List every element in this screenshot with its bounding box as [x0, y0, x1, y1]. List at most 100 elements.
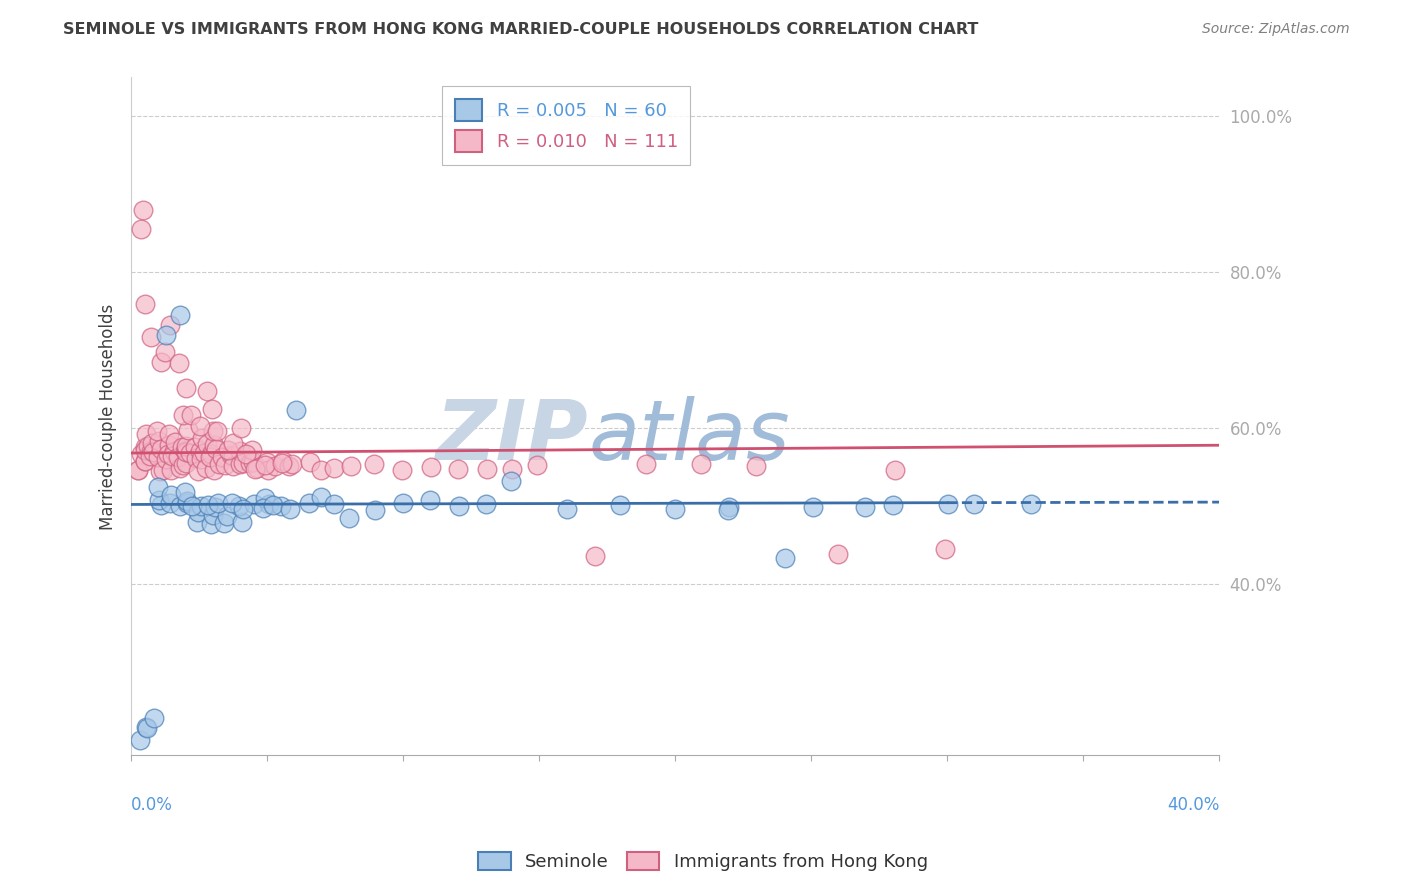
Point: [259, 497, 281, 511]
Point: [174, 445, 197, 459]
Point: [242, 455, 264, 469]
Point: [200, 447, 222, 461]
Point: [337, 511, 360, 525]
Point: [155, 327, 177, 342]
Point: [173, 443, 195, 458]
Point: [801, 500, 824, 514]
Point: [208, 457, 231, 471]
Point: [201, 508, 224, 522]
Point: [132, 203, 155, 218]
Point: [174, 439, 197, 453]
Point: [138, 439, 160, 453]
Point: [299, 454, 322, 468]
Point: [211, 450, 233, 464]
Point: [281, 457, 304, 471]
Point: [146, 425, 169, 439]
Point: [232, 502, 254, 516]
Point: [167, 356, 190, 370]
Point: [271, 454, 294, 468]
Point: [499, 474, 522, 488]
Point: [136, 721, 159, 735]
Point: [149, 464, 172, 478]
Point: [159, 488, 181, 502]
Y-axis label: Married-couple Households: Married-couple Households: [100, 303, 117, 530]
Point: [278, 459, 301, 474]
Point: [179, 446, 201, 460]
Point: [938, 497, 960, 511]
Point: [150, 498, 173, 512]
Point: [200, 517, 222, 532]
Point: [246, 461, 269, 475]
Point: [664, 502, 686, 516]
Point: [139, 449, 162, 463]
Point: [447, 462, 470, 476]
Point: [169, 308, 191, 322]
Point: [636, 457, 658, 471]
Point: [152, 462, 174, 476]
Point: [322, 497, 344, 511]
Point: [128, 733, 150, 747]
Point: [159, 495, 181, 509]
Point: [155, 451, 177, 466]
Text: atlas: atlas: [588, 396, 790, 477]
Point: [177, 423, 200, 437]
Point: [884, 463, 907, 477]
Point: [172, 408, 194, 422]
Point: [609, 498, 631, 512]
Point: [717, 500, 740, 515]
Point: [252, 501, 274, 516]
Point: [717, 503, 740, 517]
Text: 40.0%: 40.0%: [1167, 796, 1219, 814]
Point: [222, 449, 245, 463]
Point: [298, 496, 321, 510]
Point: [240, 442, 263, 457]
Point: [207, 496, 229, 510]
Point: [217, 443, 239, 458]
Point: [271, 457, 294, 471]
Point: [170, 440, 193, 454]
Point: [187, 463, 209, 477]
Point: [142, 445, 165, 459]
Point: [853, 500, 876, 514]
Point: [127, 463, 149, 477]
Point: [186, 515, 208, 529]
Point: [278, 501, 301, 516]
Point: [190, 431, 212, 445]
Point: [477, 462, 499, 476]
Point: [257, 463, 280, 477]
Point: [169, 500, 191, 514]
Point: [827, 547, 849, 561]
Point: [201, 401, 224, 416]
Point: [129, 447, 152, 461]
Point: [243, 462, 266, 476]
Point: [205, 425, 228, 439]
Point: [141, 443, 163, 458]
Point: [135, 426, 157, 441]
Point: [202, 424, 225, 438]
Point: [526, 458, 548, 472]
Point: [162, 449, 184, 463]
Point: [231, 515, 253, 529]
Point: [202, 463, 225, 477]
Point: [229, 421, 252, 435]
Point: [264, 458, 287, 473]
Point: [583, 549, 606, 563]
Point: [689, 458, 711, 472]
Point: [200, 450, 222, 464]
Point: [160, 463, 183, 477]
Point: [322, 461, 344, 475]
Point: [176, 496, 198, 510]
Point: [188, 443, 211, 458]
Point: [139, 330, 162, 344]
Point: [148, 480, 170, 494]
Point: [195, 461, 218, 475]
Point: [195, 436, 218, 450]
Point: [166, 450, 188, 465]
Point: [184, 450, 207, 465]
Point: [135, 720, 157, 734]
Point: [150, 442, 173, 456]
Point: [141, 436, 163, 450]
Point: [205, 442, 228, 456]
Point: [180, 409, 202, 423]
Point: [176, 494, 198, 508]
